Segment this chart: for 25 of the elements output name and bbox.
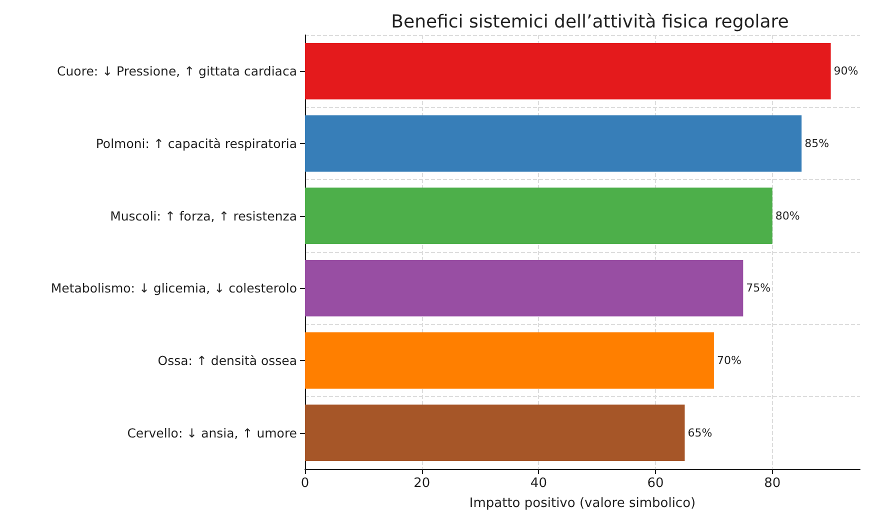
data-label: 70%: [716, 354, 742, 367]
data-label: 85%: [804, 137, 830, 150]
x-tick-label: 0: [300, 476, 310, 491]
bar: [305, 188, 772, 244]
bar: [305, 332, 714, 389]
data-label: 80%: [775, 209, 800, 222]
bar: [305, 42, 831, 100]
bar: [305, 404, 685, 462]
data-label: 75%: [746, 282, 771, 295]
data-label: 90%: [834, 64, 858, 78]
y-tick-label: Cervello: ↓ ansia, ↑ umore: [127, 425, 298, 440]
data-label: 65%: [688, 426, 712, 440]
y-tick-label: Metabolismo: ↓ glicemia, ↓ colesterolo: [50, 280, 297, 296]
x-tick-label: 20: [414, 476, 430, 491]
y-tick-label: Muscoli: ↑ forza, ↑ resistenza: [110, 208, 297, 224]
bar: [305, 260, 744, 316]
y-tick-label: Polmoni: ↑ capacità respiratoria: [96, 136, 297, 151]
x-tick-label: 60: [647, 476, 664, 491]
x-tick-label: 40: [530, 476, 547, 491]
chart-title: Benefici sistemici dell’attività fisica regolare: [391, 12, 789, 32]
x-tick-label: 80: [764, 476, 781, 491]
y-tick-label: Cuore: ↓ Pressione, ↑ gittata cardiaca: [57, 64, 297, 79]
bar: [305, 115, 802, 172]
y-tick-label: Ossa: ↑ densità ossea: [158, 353, 297, 368]
x-axis-title: Impatto positivo (valore simbolico): [469, 496, 696, 511]
